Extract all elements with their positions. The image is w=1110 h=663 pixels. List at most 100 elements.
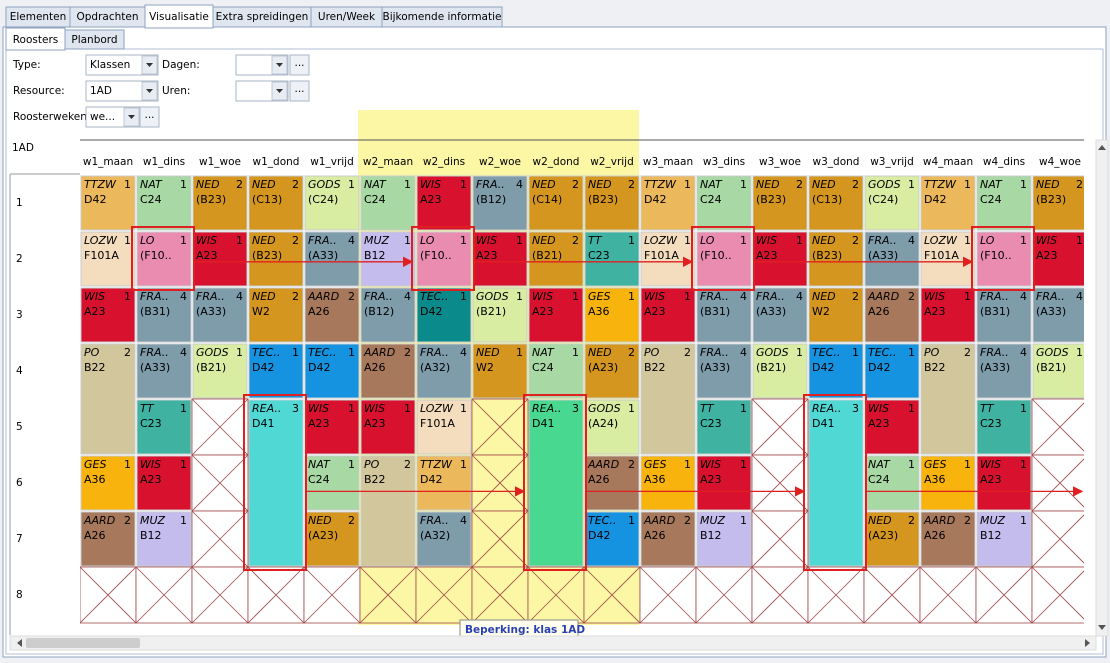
- lesson-cell[interactable]: [416, 399, 472, 455]
- lesson-cell[interactable]: [640, 287, 696, 343]
- lesson-cell[interactable]: [136, 175, 192, 231]
- lesson-cell[interactable]: [976, 231, 1032, 287]
- lesson-cell[interactable]: [1032, 231, 1087, 287]
- lesson-cell[interactable]: [976, 511, 1032, 567]
- lesson-cell[interactable]: [304, 511, 360, 567]
- lesson-cell[interactable]: [696, 455, 752, 511]
- lesson-cell[interactable]: [808, 231, 864, 287]
- lesson-cell[interactable]: [80, 231, 136, 287]
- lesson-cell[interactable]: [136, 343, 192, 399]
- lesson-cell[interactable]: [136, 455, 192, 511]
- lesson-cell[interactable]: [752, 175, 808, 231]
- combo-box[interactable]: [85, 80, 159, 102]
- lesson-cell[interactable]: [416, 287, 472, 343]
- lesson-cell[interactable]: [304, 231, 360, 287]
- lesson-cell[interactable]: [584, 455, 640, 511]
- lesson-cell[interactable]: [976, 399, 1032, 455]
- lesson-cell[interactable]: [472, 287, 528, 343]
- lesson-cell[interactable]: [976, 455, 1032, 511]
- lesson-cell[interactable]: [752, 343, 808, 399]
- lesson-cell[interactable]: [304, 399, 360, 455]
- lesson-cell[interactable]: [136, 511, 192, 567]
- lesson-cell[interactable]: [584, 175, 640, 231]
- lesson-cell[interactable]: [976, 343, 1032, 399]
- lesson-cell[interactable]: [416, 231, 472, 287]
- lesson-cell[interactable]: [416, 343, 472, 399]
- lesson-cell[interactable]: [864, 343, 920, 399]
- lesson-cell[interactable]: [640, 511, 696, 567]
- lesson-cell[interactable]: [696, 343, 752, 399]
- lesson-cell[interactable]: [864, 231, 920, 287]
- lesson-cell[interactable]: [584, 399, 640, 455]
- subtab[interactable]: [64, 29, 125, 50]
- lesson-cell[interactable]: [80, 175, 136, 231]
- lesson-cell[interactable]: [1032, 343, 1087, 399]
- lesson-cell[interactable]: [416, 455, 472, 511]
- v-scrollbar[interactable]: [1095, 139, 1109, 637]
- lesson-cell[interactable]: [528, 175, 584, 231]
- lesson-cell[interactable]: [472, 175, 528, 231]
- lesson-cell[interactable]: [864, 287, 920, 343]
- ellipsis-button[interactable]: [139, 106, 160, 128]
- combo-box[interactable]: [85, 54, 159, 76]
- lesson-cell[interactable]: [640, 343, 696, 455]
- lesson-cell[interactable]: [304, 343, 360, 399]
- lesson-cell[interactable]: [584, 343, 640, 399]
- lesson-cell[interactable]: [192, 175, 248, 231]
- lesson-cell[interactable]: [192, 343, 248, 399]
- lesson-cell[interactable]: [136, 287, 192, 343]
- lesson-cell[interactable]: [360, 399, 416, 455]
- lesson-cell[interactable]: [248, 343, 304, 399]
- lesson-cell[interactable]: [360, 455, 416, 567]
- lesson-cell[interactable]: [808, 399, 864, 567]
- lesson-cell[interactable]: [304, 287, 360, 343]
- tab[interactable]: [381, 6, 503, 28]
- lesson-cell[interactable]: [248, 175, 304, 231]
- lesson-cell[interactable]: [360, 175, 416, 231]
- lesson-cell[interactable]: [920, 231, 976, 287]
- lesson-cell[interactable]: [808, 343, 864, 399]
- lesson-cell[interactable]: [528, 343, 584, 399]
- lesson-cell[interactable]: [640, 175, 696, 231]
- lesson-cell[interactable]: [248, 399, 304, 567]
- h-scroll-thumb[interactable]: [26, 638, 140, 648]
- lesson-cell[interactable]: [1032, 175, 1087, 231]
- lesson-cell[interactable]: [416, 175, 472, 231]
- lesson-cell[interactable]: [752, 287, 808, 343]
- lesson-cell[interactable]: [864, 175, 920, 231]
- lesson-cell[interactable]: [192, 231, 248, 287]
- lesson-cell[interactable]: [360, 287, 416, 343]
- lesson-cell[interactable]: [584, 231, 640, 287]
- lesson-cell[interactable]: [920, 511, 976, 567]
- lesson-cell[interactable]: [528, 287, 584, 343]
- lesson-cell[interactable]: [864, 399, 920, 455]
- lesson-cell[interactable]: [920, 287, 976, 343]
- lesson-cell[interactable]: [136, 399, 192, 455]
- lesson-cell[interactable]: [416, 511, 472, 567]
- lesson-cell[interactable]: [696, 175, 752, 231]
- lesson-cell[interactable]: [80, 343, 136, 455]
- lesson-cell[interactable]: [248, 287, 304, 343]
- lesson-cell[interactable]: [696, 231, 752, 287]
- lesson-cell[interactable]: [808, 287, 864, 343]
- ellipsis-button[interactable]: [289, 54, 310, 76]
- lesson-cell[interactable]: [80, 511, 136, 567]
- lesson-cell[interactable]: [752, 231, 808, 287]
- lesson-cell[interactable]: [696, 287, 752, 343]
- lesson-cell[interactable]: [80, 287, 136, 343]
- h-scrollbar[interactable]: [9, 635, 1097, 651]
- lesson-cell[interactable]: [920, 175, 976, 231]
- ellipsis-button[interactable]: [289, 80, 310, 102]
- lesson-cell[interactable]: [864, 511, 920, 567]
- lesson-cell[interactable]: [920, 343, 976, 455]
- lesson-cell[interactable]: [696, 399, 752, 455]
- lesson-cell[interactable]: [976, 175, 1032, 231]
- lesson-cell[interactable]: [696, 511, 752, 567]
- lesson-cell[interactable]: [528, 231, 584, 287]
- lesson-cell[interactable]: [528, 399, 584, 567]
- lesson-cell[interactable]: [808, 175, 864, 231]
- lesson-cell[interactable]: [80, 455, 136, 511]
- lesson-cell[interactable]: [136, 231, 192, 287]
- lesson-cell[interactable]: [360, 343, 416, 399]
- lesson-cell[interactable]: [472, 343, 528, 399]
